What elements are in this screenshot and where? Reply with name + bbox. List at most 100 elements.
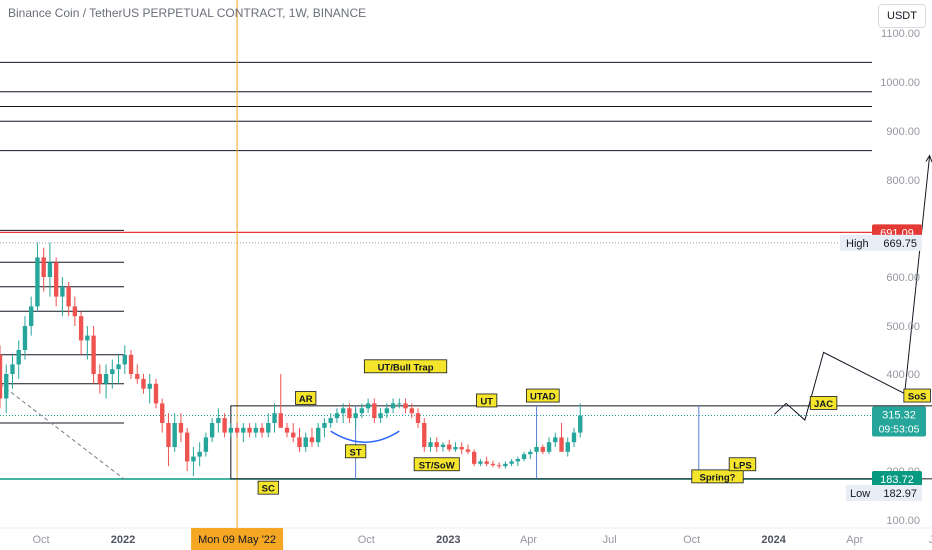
- candle: [284, 427, 290, 433]
- candle: [534, 447, 539, 452]
- candle: [434, 442, 439, 447]
- candle: [478, 461, 483, 464]
- candle: [372, 403, 377, 419]
- candle: [465, 449, 471, 452]
- candle: [490, 463, 496, 466]
- candle: [41, 257, 46, 277]
- candle: [459, 447, 464, 450]
- candle: [291, 432, 296, 438]
- candle: [184, 432, 190, 462]
- y-tick-label: 600.00: [886, 272, 920, 284]
- candle: [353, 413, 358, 419]
- candle: [365, 403, 371, 409]
- y-tick-label: 400.00: [886, 369, 920, 381]
- candle: [347, 408, 352, 419]
- last-price-label: 315.32: [882, 409, 916, 421]
- candle: [178, 423, 184, 433]
- candle: [122, 354, 127, 365]
- trend-line: [0, 383, 125, 480]
- crosshair-date-label: Mon 09 May '22: [198, 534, 276, 546]
- candle: [197, 451, 202, 457]
- candle: [384, 408, 390, 414]
- projection-arrow: [925, 154, 932, 163]
- candle: [553, 437, 558, 443]
- candle: [153, 383, 159, 404]
- candle: [578, 415, 583, 433]
- candle: [546, 442, 552, 452]
- candle: [559, 437, 564, 452]
- x-tick-label: 2022: [111, 534, 135, 546]
- candle: [447, 444, 452, 450]
- annotation-label: UTAD: [530, 392, 556, 403]
- candle: [390, 403, 396, 409]
- currency-selector[interactable]: USDT: [878, 4, 926, 28]
- x-tick-label: Oct: [358, 534, 375, 546]
- annotation-box: [257, 480, 279, 495]
- candle: [440, 444, 446, 447]
- candle: [53, 262, 59, 297]
- annotation-label: SC: [262, 484, 275, 495]
- annotation-label: ST: [350, 447, 362, 458]
- candle: [91, 335, 96, 374]
- annotation-box: [903, 388, 931, 403]
- crosshair-date-bg: [191, 528, 284, 550]
- annotation-box: [728, 457, 757, 472]
- candle: [397, 403, 402, 405]
- candle: [35, 257, 40, 307]
- candle: [128, 354, 134, 374]
- countdown-label: 09:53:05: [879, 423, 920, 435]
- candle: [110, 369, 115, 374]
- candle: [228, 427, 234, 433]
- chart-title: Binance Coin / TetherUS PERPETUAL CONTRA…: [8, 6, 367, 20]
- annotation-label: UT/Bull Trap: [378, 362, 434, 373]
- candle: [565, 442, 570, 452]
- y-tick-label: 500.00: [886, 321, 920, 333]
- low-label-bg: [846, 485, 922, 501]
- candle: [0, 354, 3, 399]
- annotation-box: [809, 395, 838, 410]
- candle: [340, 408, 346, 414]
- x-tick-label: 2023: [436, 534, 460, 546]
- y-tick-label: 1100.00: [881, 28, 920, 40]
- candle: [521, 454, 527, 459]
- annotation-label: AR: [299, 394, 313, 405]
- candle: [515, 459, 521, 462]
- x-tick-label: Apr: [846, 534, 863, 546]
- candle: [316, 427, 321, 443]
- candle: [103, 374, 109, 384]
- annotation-box: [691, 469, 744, 484]
- candle: [29, 306, 34, 326]
- annotation-label: Spring?: [700, 472, 736, 483]
- candle: [509, 461, 514, 464]
- annotation-label: JAC: [814, 399, 833, 410]
- candle: [16, 350, 21, 365]
- candle: [272, 413, 277, 423]
- candle: [403, 403, 408, 409]
- candle: [191, 456, 196, 462]
- candle: [328, 418, 333, 423]
- candle: [253, 427, 258, 433]
- x-tick-label: Jul: [929, 534, 932, 546]
- candle: [322, 423, 327, 428]
- candle: [241, 427, 246, 433]
- y-tick-label: 100.00: [886, 515, 920, 527]
- annotation-box: [476, 393, 498, 408]
- candle: [60, 286, 65, 297]
- candle: [334, 413, 340, 419]
- candle: [297, 437, 302, 447]
- annotation-box: [526, 388, 560, 403]
- candle: [378, 413, 383, 419]
- annotation-box: [413, 457, 460, 472]
- candle: [135, 374, 140, 379]
- y-tick-label: 900.00: [886, 126, 920, 138]
- candle: [309, 437, 315, 443]
- candle: [409, 408, 414, 414]
- candle: [66, 286, 71, 307]
- candle: [247, 427, 252, 433]
- candle: [453, 447, 458, 450]
- candle: [471, 451, 477, 464]
- x-tick-label: Oct: [683, 534, 700, 546]
- candle: [116, 364, 121, 370]
- candle: [503, 463, 508, 467]
